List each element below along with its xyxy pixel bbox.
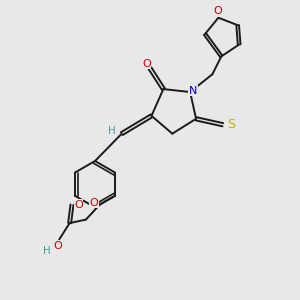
Text: O: O — [213, 6, 222, 16]
Text: H: H — [43, 246, 51, 256]
Text: O: O — [89, 198, 98, 208]
Text: O: O — [74, 200, 83, 210]
Text: H: H — [108, 126, 116, 136]
Text: N: N — [189, 85, 197, 96]
Text: S: S — [227, 118, 235, 131]
Text: O: O — [142, 59, 151, 69]
Text: O: O — [53, 241, 62, 251]
